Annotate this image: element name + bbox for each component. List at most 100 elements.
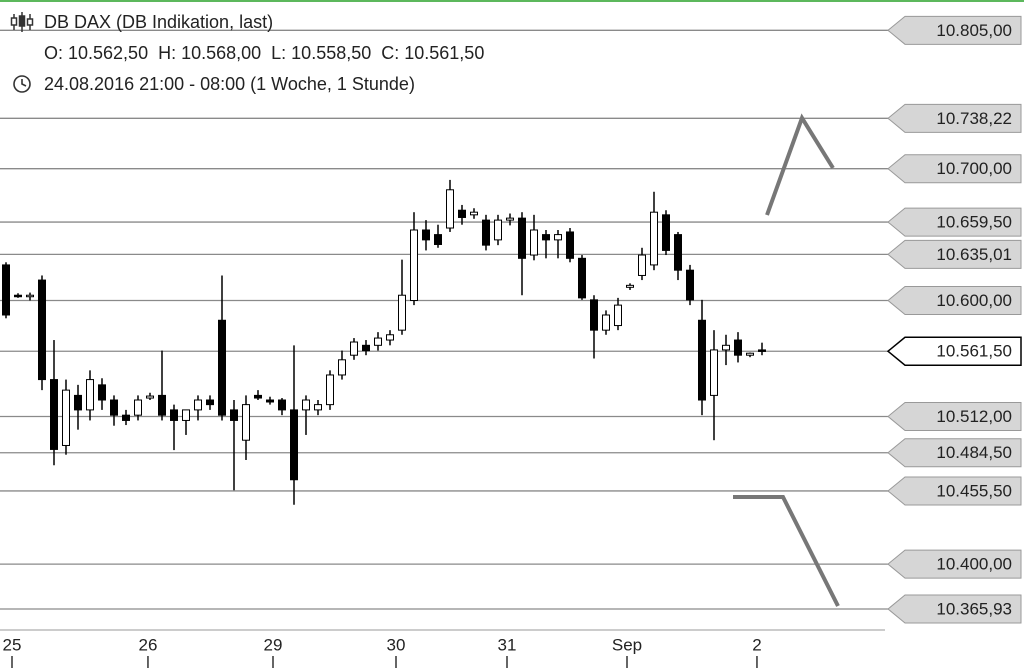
candle-body (542, 234, 550, 241)
candle-body (386, 334, 394, 341)
y-tick-label: 10.484,50 (936, 443, 1012, 462)
candle-body (194, 399, 202, 411)
y-tick-label: 10.561,50 (936, 342, 1012, 361)
y-tick-label: 10.738,22 (936, 109, 1012, 128)
candle-body (398, 294, 406, 331)
price-label-box (887, 154, 1022, 184)
period: 24.08.2016 21:00 - 08:00 (1 Woche, 1 Stu… (44, 74, 415, 94)
candle-body (470, 211, 478, 216)
candle-body (218, 319, 226, 416)
candle-body (158, 394, 166, 416)
candle-body (410, 229, 418, 302)
x-tick-label: 29 (264, 635, 283, 654)
candle-body (758, 349, 766, 352)
price-label-box (887, 549, 1022, 579)
candle-body (242, 404, 250, 441)
x-tick-label: 25 (3, 635, 22, 654)
y-tick-label: 10.700,00 (936, 159, 1012, 178)
candle-body (26, 294, 34, 298)
candle-body (662, 214, 670, 251)
candle-body (626, 284, 634, 288)
ohlc: O: 10.562,50 H: 10.568,00 L: 10.558,50 C… (44, 43, 484, 63)
price-label-box (887, 207, 1022, 237)
candle-body (122, 414, 130, 421)
price-label-box (886, 336, 1022, 366)
candle-body (446, 189, 454, 229)
candle-body (518, 217, 526, 259)
candle-body (734, 339, 742, 356)
candle-body (290, 409, 298, 481)
price-label-box (887, 15, 1022, 45)
arrow-up (765, 113, 835, 216)
candle-body (566, 231, 574, 259)
candle-body (482, 219, 490, 246)
candle-body (362, 344, 370, 352)
candle-body (434, 234, 442, 245)
price-label-box (887, 286, 1022, 316)
candle-body (638, 254, 646, 276)
y-tick-label: 10.805,00 (936, 21, 1012, 40)
candle-body (602, 314, 610, 331)
price-label-box (887, 239, 1022, 269)
candle-body (2, 264, 10, 316)
candle-body (554, 234, 562, 241)
price-labels: 10.805,00 10.738,22 10.700,00 10.659,50 10.6… (886, 15, 1022, 624)
y-tick-label: 10.659,50 (936, 213, 1012, 232)
y-tick-label: 10.365,93 (936, 599, 1012, 618)
candle-body (650, 211, 658, 266)
x-tick-label: 2 (752, 635, 761, 654)
candles (2, 179, 766, 505)
candle-body (722, 344, 730, 351)
candle-body (746, 352, 754, 356)
price-label-box (887, 476, 1022, 506)
x-tick-label: Sep (612, 635, 642, 654)
candle-body (266, 399, 274, 403)
y-tick-label: 10.600,00 (936, 291, 1012, 310)
y-tick-label: 10.512,00 (936, 407, 1012, 426)
candle-body (350, 341, 358, 356)
candle-body (674, 234, 682, 271)
candle-body (50, 379, 58, 450)
candle-body (254, 394, 262, 399)
candle-body (86, 379, 94, 411)
candle-body (314, 404, 322, 411)
chart-icon (10, 12, 34, 32)
candle-body (326, 374, 334, 406)
candle-body (494, 219, 502, 241)
candle-body (338, 359, 346, 376)
price-label-box (887, 594, 1022, 624)
candle-body (206, 399, 214, 406)
x-tick-label: 30 (387, 635, 406, 654)
price-label-box (887, 401, 1022, 431)
candle-body (182, 409, 190, 421)
candle-body (506, 217, 514, 221)
price-label-box (887, 438, 1022, 468)
y-tick-label: 10.635,01 (936, 245, 1012, 264)
clock-icon (13, 75, 31, 93)
candle-body (422, 229, 430, 241)
candle-body (98, 384, 106, 401)
candle-body (38, 279, 46, 381)
candle-body (590, 299, 598, 331)
candle-body (374, 337, 382, 346)
candle-body (686, 269, 694, 301)
price-label-box (887, 103, 1022, 133)
x-tick-label: 26 (138, 635, 157, 654)
x-tick-label: 31 (498, 635, 517, 654)
candle-body (110, 399, 118, 416)
candle-body (710, 349, 718, 396)
candle-body (698, 319, 706, 401)
candle-body (458, 209, 466, 218)
candle-body (14, 294, 22, 298)
candle-body (146, 395, 154, 399)
candle-body (530, 229, 538, 256)
candle-body (230, 409, 238, 421)
top-border (0, 0, 1024, 2)
candle-body (578, 257, 586, 299)
candle-body (614, 304, 622, 327)
candle-body (170, 409, 178, 421)
x-ticks: 25 26 29 30 31 Sep 2 (3, 635, 762, 668)
candle-body (134, 399, 142, 416)
